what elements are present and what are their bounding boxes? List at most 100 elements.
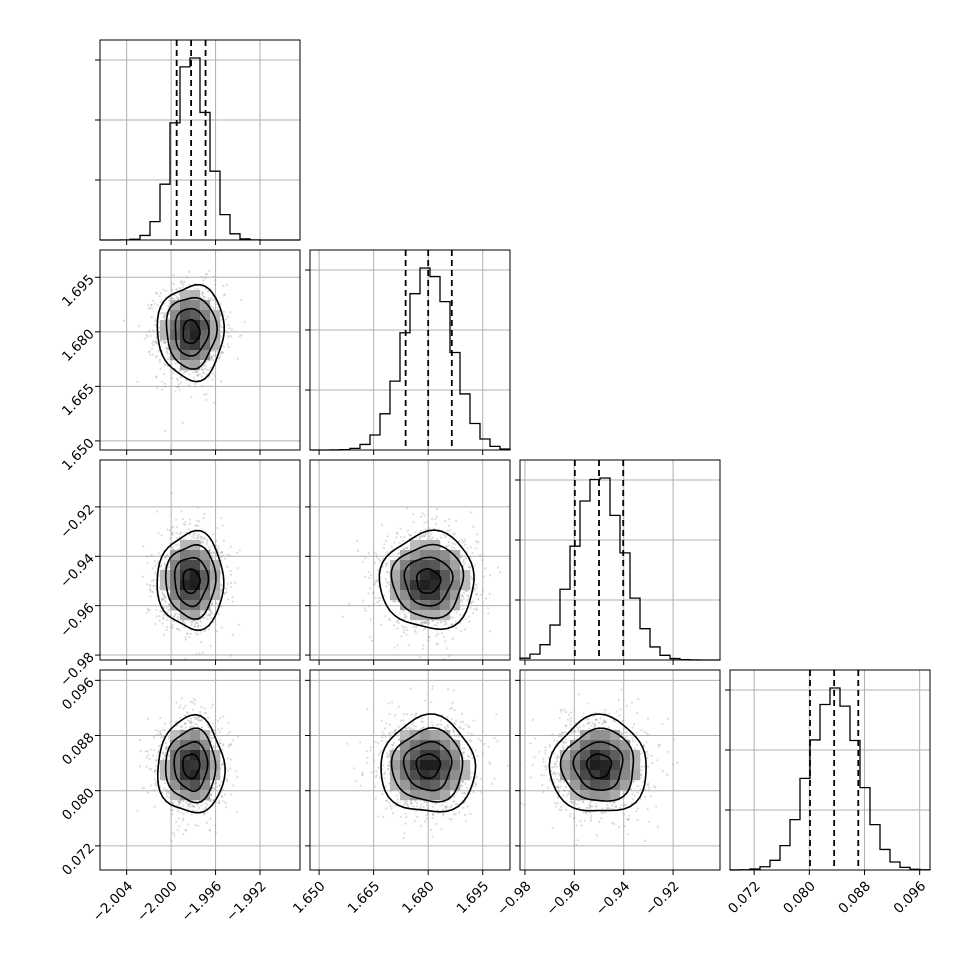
sample-point bbox=[460, 780, 463, 783]
sample-point bbox=[584, 811, 588, 814]
sample-point bbox=[643, 744, 646, 748]
sample-point bbox=[164, 595, 167, 599]
sample-point bbox=[412, 625, 416, 629]
sample-point bbox=[215, 785, 218, 788]
sample-point bbox=[224, 330, 228, 333]
sample-point bbox=[218, 783, 222, 787]
sample-point bbox=[415, 712, 418, 715]
density-cell bbox=[430, 610, 441, 621]
sample-point bbox=[369, 746, 373, 749]
sample-point bbox=[211, 612, 214, 615]
sample-point bbox=[626, 833, 629, 836]
sample-point bbox=[231, 633, 235, 637]
sample-point bbox=[346, 742, 349, 745]
sample-point bbox=[159, 367, 162, 370]
sample-point bbox=[176, 627, 179, 631]
sample-point bbox=[227, 336, 230, 339]
sample-point bbox=[565, 809, 568, 812]
sample-point bbox=[447, 688, 450, 691]
sample-point bbox=[626, 738, 629, 741]
density-cell bbox=[180, 580, 191, 591]
sample-point bbox=[369, 749, 372, 752]
sample-point bbox=[197, 716, 200, 719]
sample-point bbox=[229, 742, 233, 746]
sample-point bbox=[556, 760, 559, 763]
sample-point bbox=[372, 603, 375, 606]
sample-point bbox=[602, 720, 605, 723]
sample-point bbox=[378, 776, 381, 779]
density-cell bbox=[390, 780, 401, 791]
sample-point bbox=[209, 614, 212, 617]
sample-point bbox=[454, 722, 457, 726]
sample-point bbox=[225, 587, 228, 590]
sample-point bbox=[452, 813, 456, 816]
sample-point bbox=[178, 287, 181, 290]
sample-point bbox=[189, 721, 192, 724]
sample-point bbox=[167, 604, 171, 608]
sample-point bbox=[469, 812, 472, 816]
sample-point bbox=[462, 598, 465, 601]
sample-point bbox=[472, 785, 475, 788]
sample-point bbox=[232, 784, 235, 787]
sample-point bbox=[203, 367, 206, 370]
sample-point bbox=[168, 796, 171, 799]
sample-point bbox=[643, 765, 646, 768]
sample-point bbox=[646, 753, 650, 756]
sample-point bbox=[158, 733, 161, 737]
sample-point bbox=[163, 316, 166, 319]
sample-point bbox=[154, 323, 157, 326]
sample-point bbox=[562, 747, 565, 750]
sample-point bbox=[167, 737, 170, 740]
sample-point bbox=[193, 702, 196, 706]
sample-point bbox=[403, 612, 406, 616]
density-cell bbox=[180, 320, 191, 331]
sample-point bbox=[461, 595, 464, 598]
sample-point bbox=[569, 723, 572, 726]
sample-point bbox=[393, 741, 396, 744]
sample-point bbox=[177, 385, 180, 388]
sample-point bbox=[370, 771, 373, 774]
sample-point bbox=[415, 805, 418, 808]
sample-point bbox=[224, 802, 227, 805]
density-layer bbox=[100, 250, 300, 450]
sample-point bbox=[216, 526, 219, 530]
sample-point bbox=[201, 536, 204, 539]
sample-point bbox=[184, 638, 187, 641]
sample-point bbox=[582, 810, 585, 814]
sample-point bbox=[400, 719, 403, 722]
sample-point bbox=[222, 539, 225, 543]
sample-point bbox=[618, 806, 622, 809]
sample-point bbox=[169, 720, 172, 723]
sample-point bbox=[388, 583, 391, 586]
density-layer bbox=[520, 670, 720, 870]
sample-point bbox=[148, 351, 151, 354]
sample-point bbox=[167, 305, 170, 308]
sample-point bbox=[470, 740, 473, 743]
sample-point bbox=[642, 743, 646, 747]
density-cell bbox=[410, 580, 421, 591]
sample-point bbox=[172, 801, 175, 804]
sample-point bbox=[171, 297, 174, 300]
sample-point bbox=[212, 621, 215, 624]
sample-point bbox=[579, 820, 582, 823]
sample-point bbox=[588, 803, 591, 807]
density-cell bbox=[170, 350, 181, 361]
density-cell bbox=[210, 310, 221, 321]
panel-1-1 bbox=[305, 249, 511, 455]
sample-point bbox=[238, 549, 241, 552]
sample-point bbox=[206, 617, 209, 621]
sample-point bbox=[647, 733, 650, 736]
sample-point bbox=[631, 780, 635, 784]
sample-point bbox=[444, 808, 448, 811]
sample-point bbox=[148, 584, 152, 588]
sample-point bbox=[189, 802, 192, 805]
sample-point bbox=[604, 720, 607, 723]
sample-point bbox=[420, 803, 423, 806]
sample-point bbox=[420, 534, 423, 538]
density-cell bbox=[590, 730, 601, 741]
sample-point bbox=[380, 740, 383, 743]
sample-point bbox=[422, 533, 425, 536]
density-cell bbox=[630, 760, 641, 771]
density-cell bbox=[410, 610, 421, 621]
sample-point bbox=[372, 759, 375, 762]
